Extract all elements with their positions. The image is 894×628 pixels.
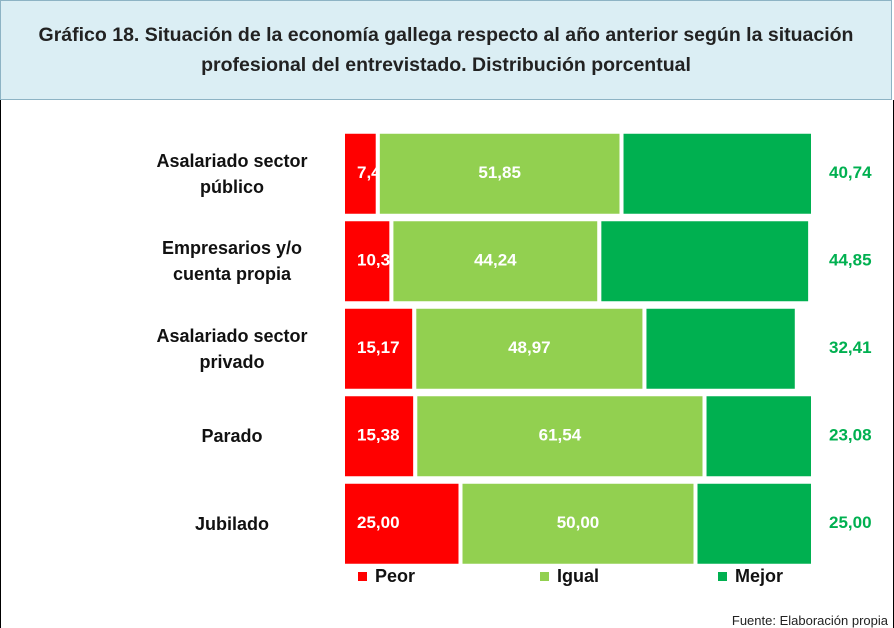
category-label: Empresarios y/o cuenta propia xyxy=(161,238,303,285)
bar-segment xyxy=(375,129,624,218)
source: Fuente: Elaboración propia xyxy=(731,613,888,628)
legend-swatch xyxy=(358,572,367,581)
legend-swatch xyxy=(718,572,727,581)
legend-label: Mejor xyxy=(735,566,783,586)
legend-label: Igual xyxy=(557,566,599,586)
data-label: 48,97 xyxy=(508,338,551,357)
bar-segment xyxy=(413,392,707,481)
bar-segment xyxy=(619,129,815,218)
legend-label: Peor xyxy=(375,566,415,586)
bar-segment xyxy=(597,217,813,306)
data-label: 25,00 xyxy=(357,513,400,532)
data-label: 61,54 xyxy=(539,426,582,445)
data-label: 44,85 xyxy=(829,251,872,270)
bar-segment xyxy=(341,392,418,481)
bar-segment xyxy=(389,217,602,306)
bar-segment xyxy=(693,479,815,568)
category-label: Asalariado sector privado xyxy=(156,325,308,372)
chart-title: Gráfico 18. Situación de la economía gal… xyxy=(38,24,854,76)
data-label: 40,74 xyxy=(829,163,872,182)
data-label: 50,00 xyxy=(557,513,600,532)
bar-segment xyxy=(642,304,799,393)
bar-segment xyxy=(341,129,380,218)
category-label: Parado xyxy=(201,426,263,447)
data-label: 44,24 xyxy=(474,251,517,270)
bar-segment xyxy=(412,304,647,393)
data-label: 32,41 xyxy=(829,338,872,357)
data-label: 23,08 xyxy=(829,426,872,445)
legend-swatch xyxy=(540,572,549,581)
bar-segment xyxy=(341,217,394,306)
category-label: Jubilado xyxy=(194,513,269,534)
data-label: 15,38 xyxy=(357,426,400,445)
data-label: 51,85 xyxy=(478,163,521,182)
title-box: Gráfico 18. Situación de la economía gal… xyxy=(0,0,892,100)
data-label: 15,17 xyxy=(357,338,400,357)
data-label: 10,30 xyxy=(357,251,400,270)
border xyxy=(0,100,1,628)
bar-segment xyxy=(341,304,417,393)
data-label: 25,00 xyxy=(829,513,872,532)
category-label: Asalariado sector público xyxy=(156,150,308,197)
bar-segment xyxy=(702,392,815,481)
bar-segment xyxy=(341,479,463,568)
